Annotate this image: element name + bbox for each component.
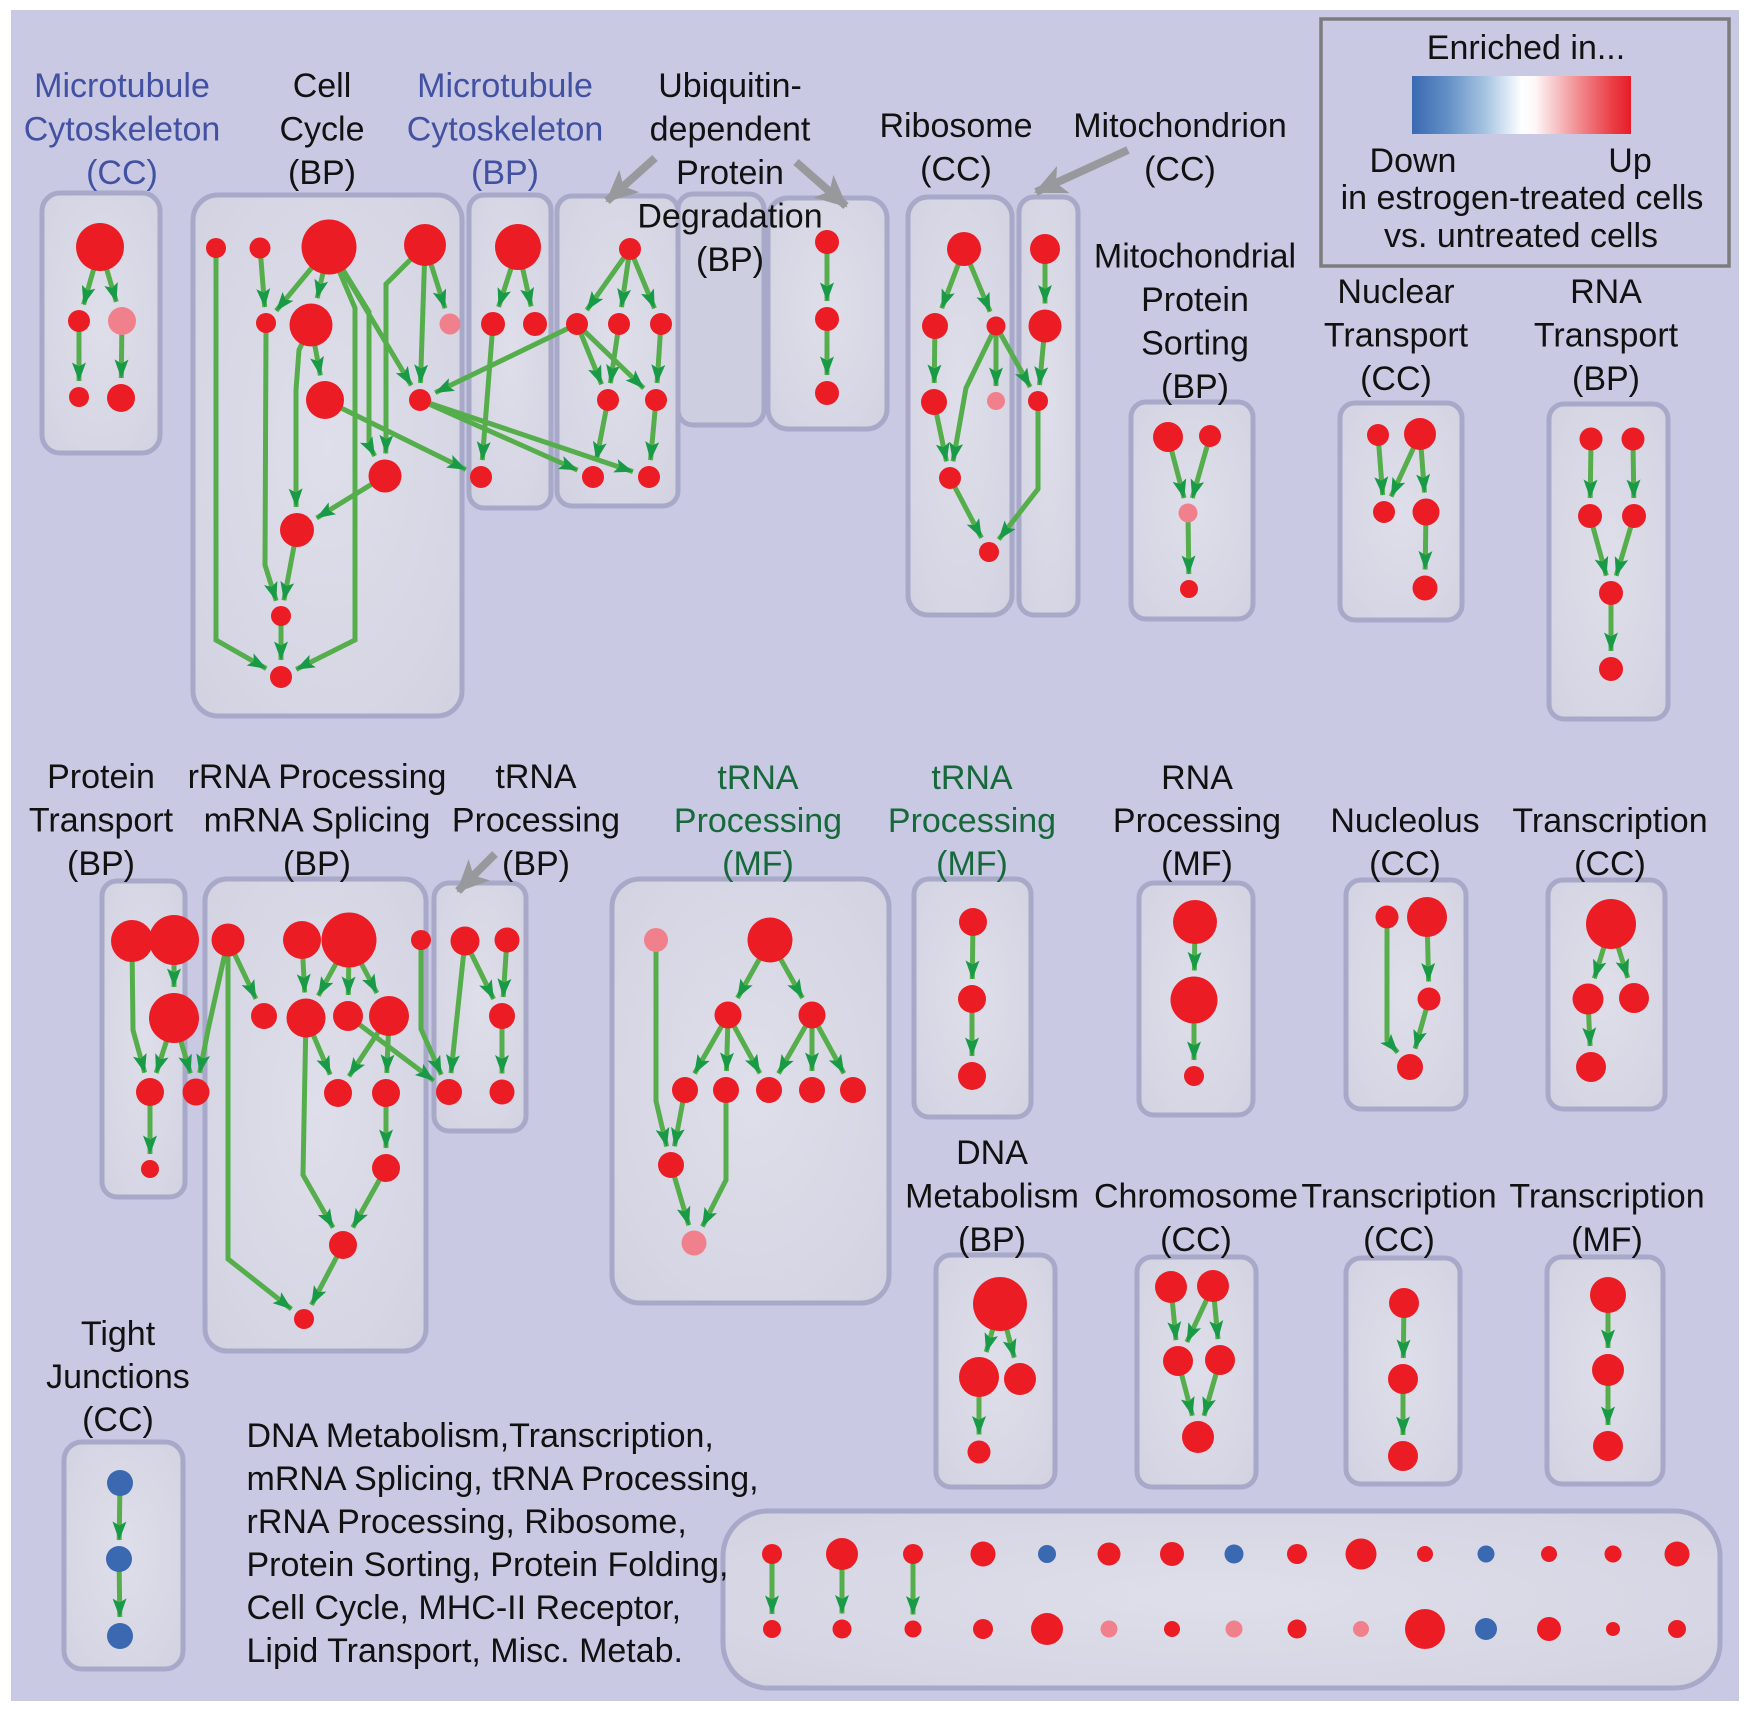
svg-text:Protein: Protein (47, 758, 155, 796)
svg-text:(BP): (BP) (471, 154, 539, 192)
svg-text:dependent: dependent (650, 111, 811, 149)
svg-text:rRNA Processing: rRNA Processing (188, 758, 447, 796)
svg-text:(CC): (CC) (82, 1401, 154, 1439)
svg-text:tRNA: tRNA (931, 759, 1013, 797)
svg-text:Junctions: Junctions (46, 1358, 190, 1396)
svg-text:Ribosome: Ribosome (879, 107, 1032, 145)
svg-text:(CC): (CC) (1369, 845, 1441, 883)
svg-text:Up: Up (1608, 142, 1651, 180)
svg-text:Lipid Transport, Misc. Metab.: Lipid Transport, Misc. Metab. (247, 1632, 684, 1670)
svg-text:(CC): (CC) (1574, 845, 1646, 883)
svg-text:Enriched in...: Enriched in... (1427, 29, 1625, 67)
svg-text:(CC): (CC) (86, 154, 158, 192)
svg-text:Microtubule: Microtubule (417, 67, 593, 105)
svg-text:Cytoskeleton: Cytoskeleton (407, 111, 604, 149)
svg-text:mRNA Splicing, tRNA Processing: mRNA Splicing, tRNA Processing, (247, 1460, 759, 1498)
svg-text:Transcription: Transcription (1512, 802, 1707, 840)
svg-text:Sorting: Sorting (1141, 325, 1249, 363)
svg-text:(MF): (MF) (1571, 1221, 1643, 1259)
svg-text:tRNA: tRNA (495, 758, 577, 796)
svg-text:Cytoskeleton: Cytoskeleton (24, 111, 221, 149)
svg-text:(BP): (BP) (502, 845, 570, 883)
svg-text:(CC): (CC) (920, 151, 992, 189)
svg-text:Protein: Protein (676, 154, 784, 192)
svg-text:(CC): (CC) (1144, 151, 1216, 189)
svg-text:(CC): (CC) (1363, 1221, 1435, 1259)
svg-text:(BP): (BP) (67, 845, 135, 883)
svg-text:Mitochondrion: Mitochondrion (1073, 107, 1287, 145)
svg-text:in estrogen-treated cells: in estrogen-treated cells (1341, 179, 1704, 217)
svg-text:Processing: Processing (888, 802, 1056, 840)
svg-text:Processing: Processing (674, 802, 842, 840)
svg-text:Transport: Transport (1534, 317, 1679, 355)
svg-text:rRNA Processing, Ribosome,: rRNA Processing, Ribosome, (247, 1503, 687, 1541)
svg-text:(BP): (BP) (1161, 368, 1229, 406)
svg-text:(BP): (BP) (288, 154, 356, 192)
svg-text:(MF): (MF) (936, 845, 1008, 883)
svg-text:DNA Metabolism,Transcription,: DNA Metabolism,Transcription, (247, 1417, 714, 1455)
svg-text:tRNA: tRNA (717, 759, 799, 797)
svg-text:Protein: Protein (1141, 281, 1249, 319)
svg-text:(BP): (BP) (958, 1221, 1026, 1259)
svg-text:Chromosome: Chromosome (1094, 1178, 1298, 1216)
svg-text:Transcription: Transcription (1301, 1178, 1496, 1216)
svg-text:(BP): (BP) (1572, 360, 1640, 398)
svg-text:Transcription: Transcription (1509, 1178, 1704, 1216)
svg-text:Cell: Cell (293, 67, 352, 105)
svg-text:(CC): (CC) (1160, 1221, 1232, 1259)
svg-text:Protein Sorting, Protein Foldi: Protein Sorting, Protein Folding, (247, 1546, 729, 1584)
svg-text:(BP): (BP) (696, 241, 764, 279)
svg-text:Down: Down (1370, 142, 1457, 180)
svg-text:Transport: Transport (29, 802, 174, 840)
svg-text:(CC): (CC) (1360, 360, 1432, 398)
svg-text:Metabolism: Metabolism (905, 1178, 1079, 1216)
svg-text:(MF): (MF) (722, 845, 794, 883)
svg-text:Nuclear: Nuclear (1337, 273, 1454, 311)
svg-text:RNA: RNA (1570, 273, 1642, 311)
svg-text:DNA: DNA (956, 1134, 1028, 1172)
svg-text:Cell Cycle, MHC-II Receptor,: Cell Cycle, MHC-II Receptor, (247, 1589, 682, 1627)
svg-text:Cycle: Cycle (279, 111, 364, 149)
svg-text:Ubiquitin-: Ubiquitin- (658, 67, 802, 105)
svg-text:Microtubule: Microtubule (34, 67, 210, 105)
svg-text:RNA: RNA (1161, 759, 1233, 797)
svg-text:Processing: Processing (452, 802, 620, 840)
svg-text:Nucleolus: Nucleolus (1330, 802, 1479, 840)
svg-text:Processing: Processing (1113, 802, 1281, 840)
svg-text:vs. untreated cells: vs. untreated cells (1384, 217, 1658, 255)
svg-text:mRNA Splicing: mRNA Splicing (204, 802, 431, 840)
svg-text:Transport: Transport (1324, 317, 1469, 355)
svg-text:Tight: Tight (81, 1315, 156, 1353)
svg-text:Degradation: Degradation (637, 198, 822, 236)
svg-text:(BP): (BP) (283, 845, 351, 883)
svg-text:(MF): (MF) (1161, 845, 1233, 883)
svg-text:Mitochondrial: Mitochondrial (1094, 238, 1296, 276)
